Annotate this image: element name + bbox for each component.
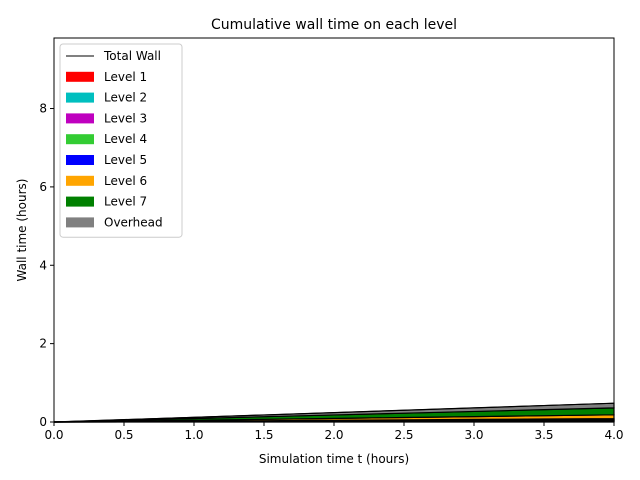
x-tick-label: 1.5 xyxy=(254,428,273,442)
x-tick-label: 0.0 xyxy=(44,428,63,442)
legend-swatch-level-2 xyxy=(66,92,94,103)
legend-label-overhead: Overhead xyxy=(104,215,163,229)
total-wall-line xyxy=(53,402,615,423)
legend-swatch-level-1 xyxy=(66,71,94,82)
y-tick-label: 0 xyxy=(39,415,47,429)
y-tick-label: 8 xyxy=(39,102,47,116)
legend-box xyxy=(59,43,183,238)
legend-label-level-6: Level 6 xyxy=(104,174,147,188)
legend-label-total-wall: Total Wall xyxy=(103,49,161,63)
legend-label-level-1: Level 1 xyxy=(104,70,147,84)
legend-label-level-7: Level 7 xyxy=(104,195,147,209)
x-tick-label: 4.0 xyxy=(604,428,623,442)
x-tick-label: 1.0 xyxy=(184,428,203,442)
y-tick-label: 6 xyxy=(39,180,47,194)
y-tick-label: 2 xyxy=(39,337,47,351)
total-line-layer xyxy=(53,402,615,423)
legend-swatch-overhead xyxy=(66,217,94,228)
legend-swatch-level-4 xyxy=(66,134,94,145)
legend-swatch-level-3 xyxy=(66,113,94,124)
legend-label-level-2: Level 2 xyxy=(104,91,147,105)
x-tick-label: 0.5 xyxy=(114,428,133,442)
legend-label-level-5: Level 5 xyxy=(104,153,147,167)
x-tick-label: 3.0 xyxy=(464,428,483,442)
chart-title: Cumulative wall time on each level xyxy=(211,17,457,33)
x-axis-label: Simulation time t (hours) xyxy=(259,452,409,466)
x-axis: 0.0 0.5 1.0 1.5 2.0 2.5 3.0 3.5 4.0 xyxy=(44,422,624,442)
legend-swatch-level-7 xyxy=(66,196,94,207)
y-tick-label: 4 xyxy=(39,258,47,272)
y-axis: 0 2 4 6 8 xyxy=(39,102,54,429)
x-tick-label: 3.5 xyxy=(534,428,553,442)
x-tick-label: 2.5 xyxy=(394,428,413,442)
legend-label-level-4: Level 4 xyxy=(104,132,147,146)
legend: Total Wall Level 1 Level 2 Level 3 Level 4 Le… xyxy=(59,43,183,238)
y-axis-label: Wall time (hours) xyxy=(15,179,29,282)
x-tick-label: 2.0 xyxy=(324,428,343,442)
legend-swatch-level-6 xyxy=(66,175,94,186)
legend-label-level-3: Level 3 xyxy=(104,111,147,125)
legend-swatch-level-5 xyxy=(66,155,94,165)
